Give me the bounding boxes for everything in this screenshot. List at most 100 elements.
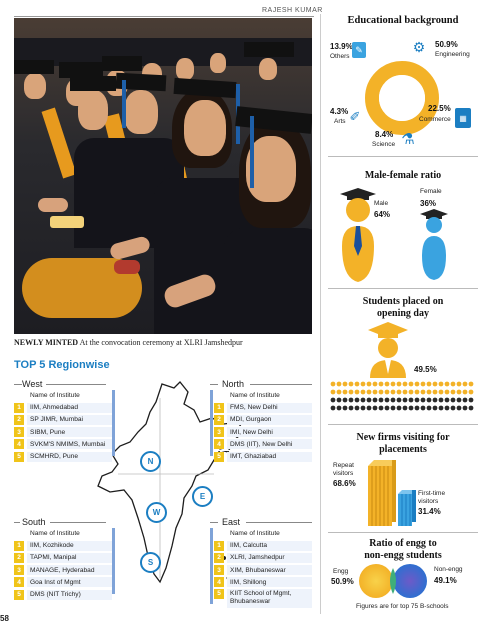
- ratio-circles: [359, 564, 427, 598]
- placed-dot: [456, 381, 462, 387]
- list-item: SCMHRD, Pune: [27, 451, 112, 462]
- list-item: XLRI, Jamshedpur: [227, 552, 312, 563]
- north-table: Name of Institute 1 FMS, New Delhi 2 MDI, …: [214, 390, 312, 464]
- placed-dot: [354, 389, 360, 395]
- others-icon: ✎: [352, 42, 366, 58]
- placed-dot: [378, 389, 384, 395]
- compass-e: E: [192, 486, 213, 507]
- table-header: Name of Institute: [27, 390, 112, 401]
- placed-dot: [462, 389, 468, 395]
- list-item: IIM, Shillong: [227, 577, 312, 588]
- placed-dot: [360, 397, 366, 403]
- placed-dot: [348, 397, 354, 403]
- placed-dot: [408, 397, 414, 403]
- placed-dot: [390, 389, 396, 395]
- placed-dot: [456, 389, 462, 395]
- placed-dot: [360, 405, 366, 411]
- engineering-icon: ⚙: [412, 38, 426, 55]
- south-table: Name of Institute 1 IIM, Kozhikode 2 TAPMI…: [14, 528, 112, 602]
- placed-dot: [438, 381, 444, 387]
- table-header: Name of Institute: [27, 528, 112, 539]
- placed-dot: [348, 389, 354, 395]
- west-table: Name of Institute 1 IIM, Ahmedabad 2 SP JI…: [14, 390, 112, 464]
- placed-dot: [456, 397, 462, 403]
- male-figure-icon: [340, 188, 376, 282]
- others-pct: 13.9%: [330, 42, 353, 51]
- west-title: West: [22, 379, 43, 389]
- female-figure-icon: [420, 209, 448, 280]
- south-title: South: [22, 517, 46, 527]
- placed-dot: [462, 405, 468, 411]
- placed-dot: [396, 381, 402, 387]
- placed-dot: [378, 397, 384, 403]
- placed-dot: [468, 405, 474, 411]
- calculator-icon: ▦: [455, 108, 471, 128]
- placed-dot: [444, 389, 450, 395]
- list-item: IMT, Ghaziabad: [227, 451, 312, 462]
- ratio-title-2: non-engg students: [364, 550, 442, 561]
- placed-dot: [330, 389, 336, 395]
- placed-dot: [330, 381, 336, 387]
- placed-dot: [462, 397, 468, 403]
- placed-dot: [450, 405, 456, 411]
- list-item: MDI, Gurgaon: [227, 414, 312, 425]
- placed-dot: [438, 397, 444, 403]
- placed-dot: [444, 397, 450, 403]
- placed-dot-grid: [330, 381, 474, 411]
- placed-dot: [336, 397, 342, 403]
- placed-dot: [432, 397, 438, 403]
- placed-dot: [372, 405, 378, 411]
- placed-dot: [330, 405, 336, 411]
- placed-dot: [330, 397, 336, 403]
- gender-title: Male-female ratio: [364, 170, 442, 181]
- placed-dot: [414, 381, 420, 387]
- placed-pct: 49.5%: [414, 365, 437, 374]
- arts-label: Arts: [334, 118, 346, 125]
- placed-dot: [396, 405, 402, 411]
- placed-dot: [378, 381, 384, 387]
- engineering-label: Engineering: [435, 51, 470, 58]
- list-item: XIM, Bhubaneswar: [227, 565, 312, 576]
- repeat-label-2: visitors: [333, 470, 354, 477]
- placed-dot: [336, 389, 342, 395]
- list-item: SIBM, Pune: [27, 427, 112, 438]
- placed-dot: [378, 405, 384, 411]
- placed-dot: [402, 397, 408, 403]
- placed-dot: [426, 405, 432, 411]
- placed-dot: [450, 381, 456, 387]
- placed-dot: [336, 381, 342, 387]
- placed-dot: [336, 405, 342, 411]
- first-time-label-2: visitors: [418, 498, 439, 505]
- commerce-pct: 22.5%: [428, 104, 451, 113]
- placed-dot: [372, 389, 378, 395]
- male-pct: 64%: [374, 210, 391, 219]
- placed-dot: [450, 397, 456, 403]
- first-time-label-1: First-time: [418, 490, 446, 497]
- science-label: Science: [372, 141, 396, 148]
- list-item: IIM, Ahmedabad: [27, 402, 112, 413]
- placed-dot: [456, 405, 462, 411]
- list-item: TAPMI, Manipal: [27, 552, 112, 563]
- caption-text: At the convocation ceremony at XLRI Jams…: [78, 338, 243, 347]
- placed-dot: [342, 389, 348, 395]
- arts-pct: 4.3%: [330, 107, 349, 116]
- repeat-bar-icon: [368, 460, 396, 526]
- placed-dot: [384, 405, 390, 411]
- placed-dot: [372, 381, 378, 387]
- placed-dot: [402, 389, 408, 395]
- list-item: FMS, New Delhi: [227, 402, 312, 413]
- placed-dot: [414, 389, 420, 395]
- female-label: Female: [420, 188, 442, 195]
- others-label: Others: [330, 53, 350, 60]
- compass-n: N: [140, 451, 161, 472]
- placed-dot: [384, 397, 390, 403]
- placed-dot: [354, 405, 360, 411]
- education-title: Educational background: [347, 15, 459, 26]
- female-pct: 36%: [420, 199, 437, 208]
- top5-title: TOP 5 Regionwise: [14, 359, 110, 371]
- placed-dot: [426, 397, 432, 403]
- first-time-pct: 31.4%: [418, 507, 441, 516]
- placed-title-1: Students placed on: [362, 296, 444, 307]
- nonengg-pct: 49.1%: [434, 576, 457, 585]
- list-item: DMS (IIT), New Delhi: [227, 439, 312, 450]
